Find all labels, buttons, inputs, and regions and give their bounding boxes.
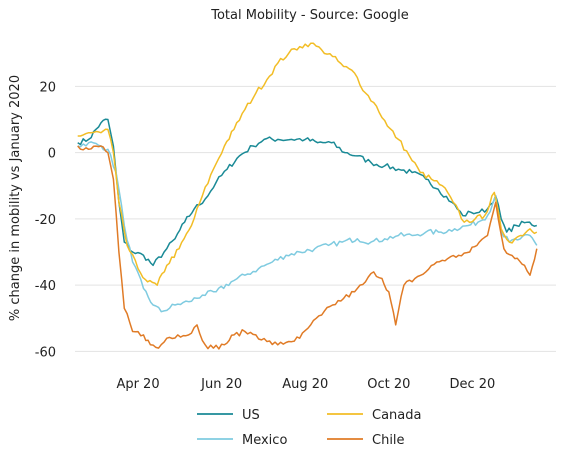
x-tick-label: Dec 20 (449, 377, 495, 392)
y-axis-label: % change in mobility vs January 2020 (8, 75, 23, 321)
x-tick-labels: Apr 20 Jun 20 Aug 20 Oct 20 Dec 20 (116, 377, 495, 392)
series-line-canada (77, 42, 538, 286)
chart-title: Total Mobility - Source: Google (210, 8, 409, 23)
x-tick-label: Oct 20 (367, 377, 410, 392)
legend-item-mexico: Mexico (197, 433, 287, 448)
y-tick-label: -40 (35, 279, 56, 294)
legend-item-chile: Chile (327, 433, 405, 448)
x-tick-label: Apr 20 (116, 377, 159, 392)
series-line-mexico (77, 141, 538, 313)
legend-label: Mexico (242, 433, 287, 448)
y-tick-labels: -60 -40 -20 0 20 (35, 80, 56, 360)
legend-item-canada: Canada (327, 408, 421, 423)
series-lines (77, 42, 538, 350)
legend-item-us: US (197, 408, 260, 423)
series-line-chile (77, 145, 538, 350)
legend-label: Canada (372, 408, 421, 423)
legend-label: Chile (372, 433, 405, 448)
y-gridlines (75, 85, 556, 352)
x-tick-label: Jun 20 (200, 377, 242, 392)
y-tick-label: -20 (35, 213, 56, 228)
y-tick-label: 0 (48, 147, 56, 162)
legend: US Canada Mexico Chile (197, 408, 421, 448)
series-line-us (77, 118, 538, 267)
y-tick-label: 20 (39, 80, 56, 95)
legend-label: US (242, 408, 260, 423)
x-tick-label: Aug 20 (282, 377, 328, 392)
y-tick-label: -60 (35, 345, 56, 360)
